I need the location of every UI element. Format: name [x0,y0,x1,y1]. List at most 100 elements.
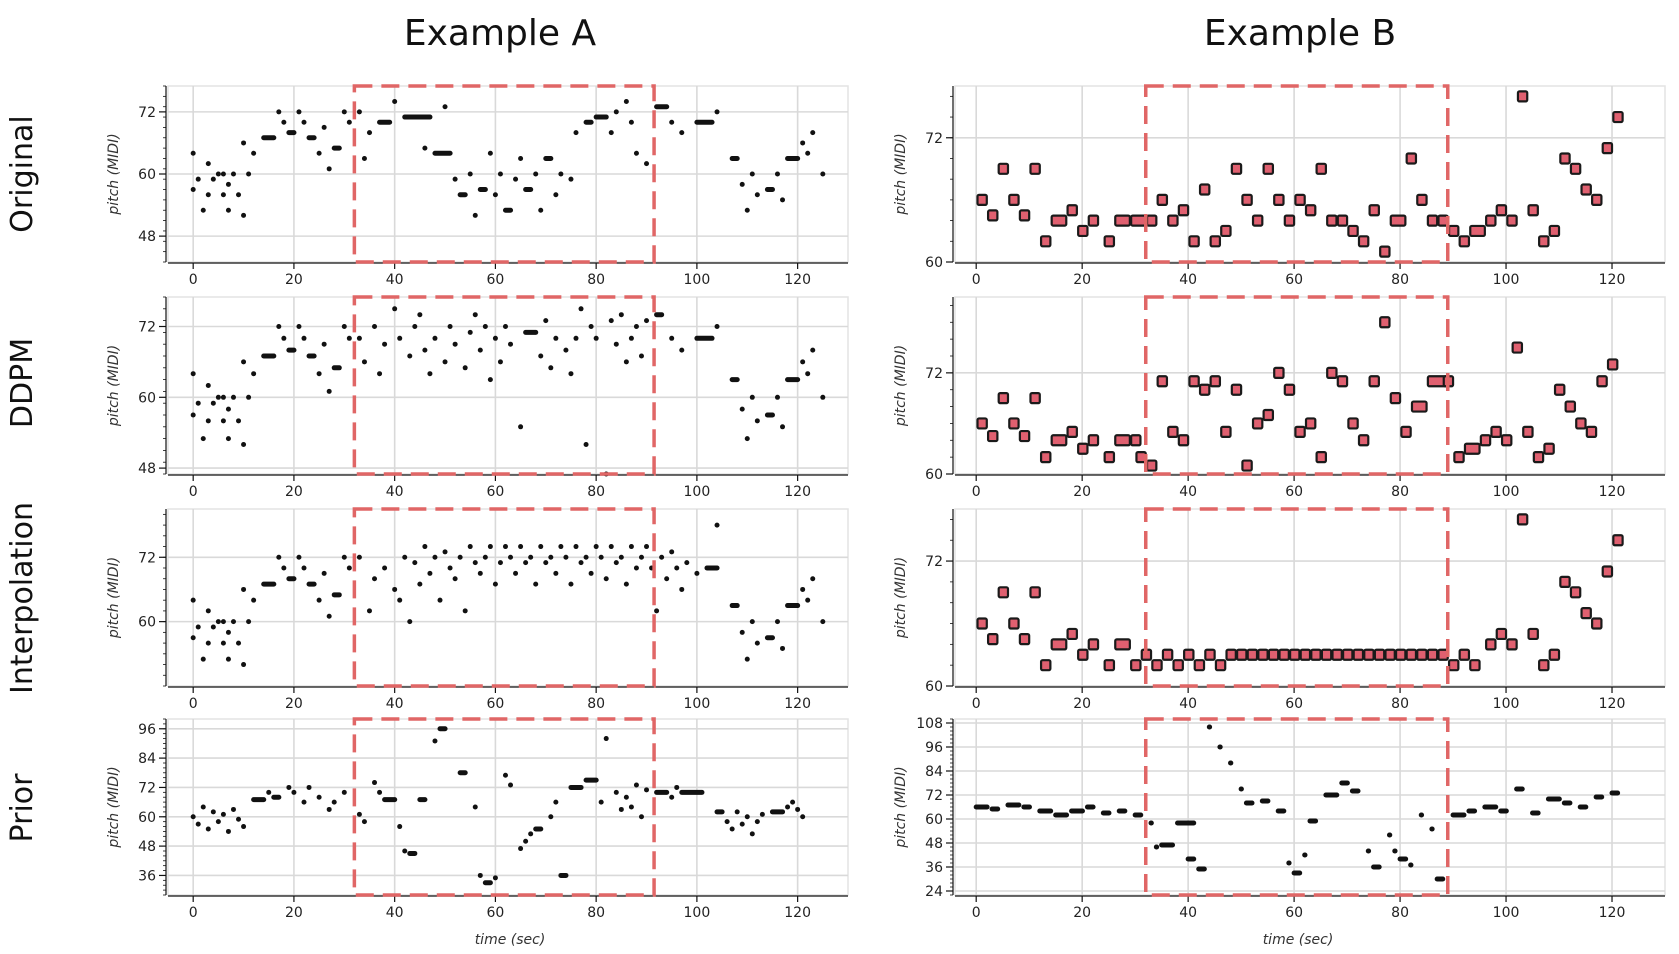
note-mark [1177,204,1190,217]
x-tick-label: 20 [285,905,303,921]
note-mark [225,207,231,213]
x-tick-label: 60 [1285,905,1303,921]
note-mark [492,192,498,198]
note-mark [1392,848,1398,854]
note-mark [1294,425,1306,438]
note-mark [973,804,990,810]
note-mark [281,119,287,125]
note-mark [1575,417,1587,430]
note-mark [326,388,332,394]
note-mark [291,789,297,795]
note-mark [377,789,383,795]
note-mark [800,140,806,146]
note-mark [1408,862,1414,868]
x-tick-label: 60 [1285,696,1303,712]
note-mark [780,645,786,651]
note-mark [1384,648,1396,661]
note-mark [1103,659,1116,672]
note-mark [382,797,398,803]
note-mark [805,597,811,603]
note-mark [225,828,231,834]
note-mark [800,586,806,592]
note-mark [402,114,433,120]
note-mark [518,846,524,852]
note-mark [241,662,247,668]
note-mark [205,418,211,424]
note-mark [1596,375,1608,388]
y-tick-label: 108 [916,716,943,732]
note-mark [1379,316,1391,329]
note-mark [276,324,282,329]
note-mark [462,365,468,371]
note-mark [989,806,1001,812]
note-mark [754,819,760,825]
note-mark [1156,375,1169,388]
note-mark [1185,856,1197,862]
note-mark [1511,341,1524,354]
note-mark [986,209,999,222]
note-mark [316,371,322,377]
note-mark [190,187,196,193]
note-mark [477,187,488,193]
note-mark [588,324,594,329]
note-mark [372,780,378,786]
note-mark [1577,804,1589,810]
note-mark [785,377,801,383]
note-mark [1087,214,1100,227]
note-mark [1485,214,1497,227]
note-mark [997,162,1010,175]
note-mark [628,119,634,125]
note-mark [638,814,644,820]
x-tick-label: 100 [684,905,711,921]
note-mark [397,597,403,603]
note-mark [467,329,473,335]
note-mark [598,799,604,805]
note-mark [593,114,609,120]
note-mark [976,617,988,630]
note-mark [1167,425,1179,438]
x-tick-label: 100 [1493,272,1520,288]
note-mark [1548,648,1561,661]
note-mark [744,656,750,662]
note-mark [190,412,196,418]
x-tick-label: 60 [486,272,504,288]
note-mark [764,187,775,193]
note-mark [714,522,720,528]
note-mark [306,581,317,587]
note-mark [548,365,554,371]
note-mark [246,619,252,625]
note-mark [508,554,514,560]
y-tick-label: 60 [138,167,156,183]
note-mark [1593,794,1605,800]
note-mark [215,394,221,400]
note-mark [1220,425,1232,438]
note-mark [1209,235,1222,248]
note-mark [1559,575,1571,588]
note-mark [316,150,322,156]
note-mark [1304,417,1317,430]
note-mark [1246,648,1259,661]
note-mark [638,353,644,359]
note-mark [195,400,201,406]
note-mark [528,831,534,837]
x-axis-label-a: time (sec) [475,932,546,948]
panel-a-original: 0 20 40 60 80 100 120 48 60 72 pitch (MIDI) [106,84,849,288]
note-mark [538,544,544,550]
y-tick-label: 60 [925,467,943,483]
note-mark [1066,425,1078,438]
note-mark [1238,786,1244,792]
note-mark [482,324,488,329]
note-mark [664,576,670,582]
plot-area [954,85,1666,263]
note-mark [346,335,352,341]
highlight-region-box [1143,507,1450,688]
panel-b-prior: 0 20 40 60 80 100 120 24 36 48 60 72 84 96 108 pitch (M… [893,716,1666,921]
note-mark [412,560,418,566]
note-mark [810,576,816,582]
note-mark [1609,790,1621,796]
note-mark [538,207,544,213]
note-mark [573,544,579,550]
note-mark [1485,638,1497,651]
plot-area [167,296,849,475]
note-mark [729,826,735,832]
